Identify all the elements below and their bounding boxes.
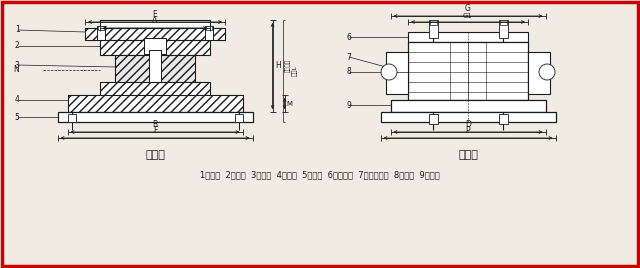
Text: 横桥向: 横桥向	[458, 150, 478, 160]
Text: 6: 6	[346, 32, 351, 42]
Bar	[429, 20, 436, 25]
Text: E: E	[152, 10, 157, 19]
Bar	[100, 40, 210, 55]
Text: 5: 5	[15, 113, 19, 121]
Bar	[499, 20, 508, 38]
Text: F: F	[153, 126, 157, 135]
Text: 顺桥向: 顺桥向	[145, 150, 165, 160]
Text: 9: 9	[346, 100, 351, 110]
Bar	[149, 50, 161, 85]
Bar	[429, 114, 438, 124]
Text: 锚栓间距: 锚栓间距	[285, 59, 291, 73]
Bar	[58, 112, 253, 122]
Text: B: B	[152, 120, 157, 129]
Circle shape	[381, 64, 397, 80]
Text: H: H	[275, 61, 281, 70]
Text: G1: G1	[463, 13, 473, 19]
Bar	[381, 112, 556, 122]
Text: 1、上板  2、销钉  3、下板  4、垫板  5、锚栓  6、防震板  7、防震链条  8、螺母  9、铭牌: 1、上板 2、销钉 3、下板 4、垫板 5、锚栓 6、防震板 7、防震链条 8、…	[200, 170, 440, 180]
Text: A: A	[152, 16, 157, 25]
Bar	[98, 26, 104, 30]
Bar	[97, 26, 105, 40]
Bar	[499, 114, 508, 124]
Bar	[100, 20, 210, 28]
Text: 1: 1	[15, 25, 19, 35]
Bar	[205, 26, 213, 40]
Bar	[67, 114, 76, 122]
Text: D: D	[465, 120, 471, 129]
Bar	[390, 100, 545, 112]
Text: 长度L: 长度L	[292, 65, 298, 76]
Bar	[85, 28, 225, 40]
Bar	[67, 95, 243, 112]
Bar	[234, 114, 243, 122]
Bar	[144, 38, 166, 54]
Bar	[408, 42, 528, 100]
Bar	[386, 52, 408, 94]
Circle shape	[539, 64, 555, 80]
Bar	[115, 55, 195, 95]
Text: P: P	[466, 126, 470, 135]
Text: G: G	[465, 4, 471, 13]
Bar	[206, 26, 212, 30]
Text: 4: 4	[15, 95, 19, 105]
Bar	[100, 82, 210, 100]
Bar	[499, 20, 506, 25]
Text: 2: 2	[15, 42, 19, 50]
Bar	[429, 20, 438, 38]
Text: 7: 7	[346, 53, 351, 61]
Text: M: M	[287, 100, 292, 106]
Text: N: N	[13, 65, 19, 75]
Bar	[528, 52, 550, 94]
Text: 8: 8	[346, 68, 351, 76]
Bar	[408, 32, 528, 42]
Text: 3: 3	[15, 61, 19, 69]
